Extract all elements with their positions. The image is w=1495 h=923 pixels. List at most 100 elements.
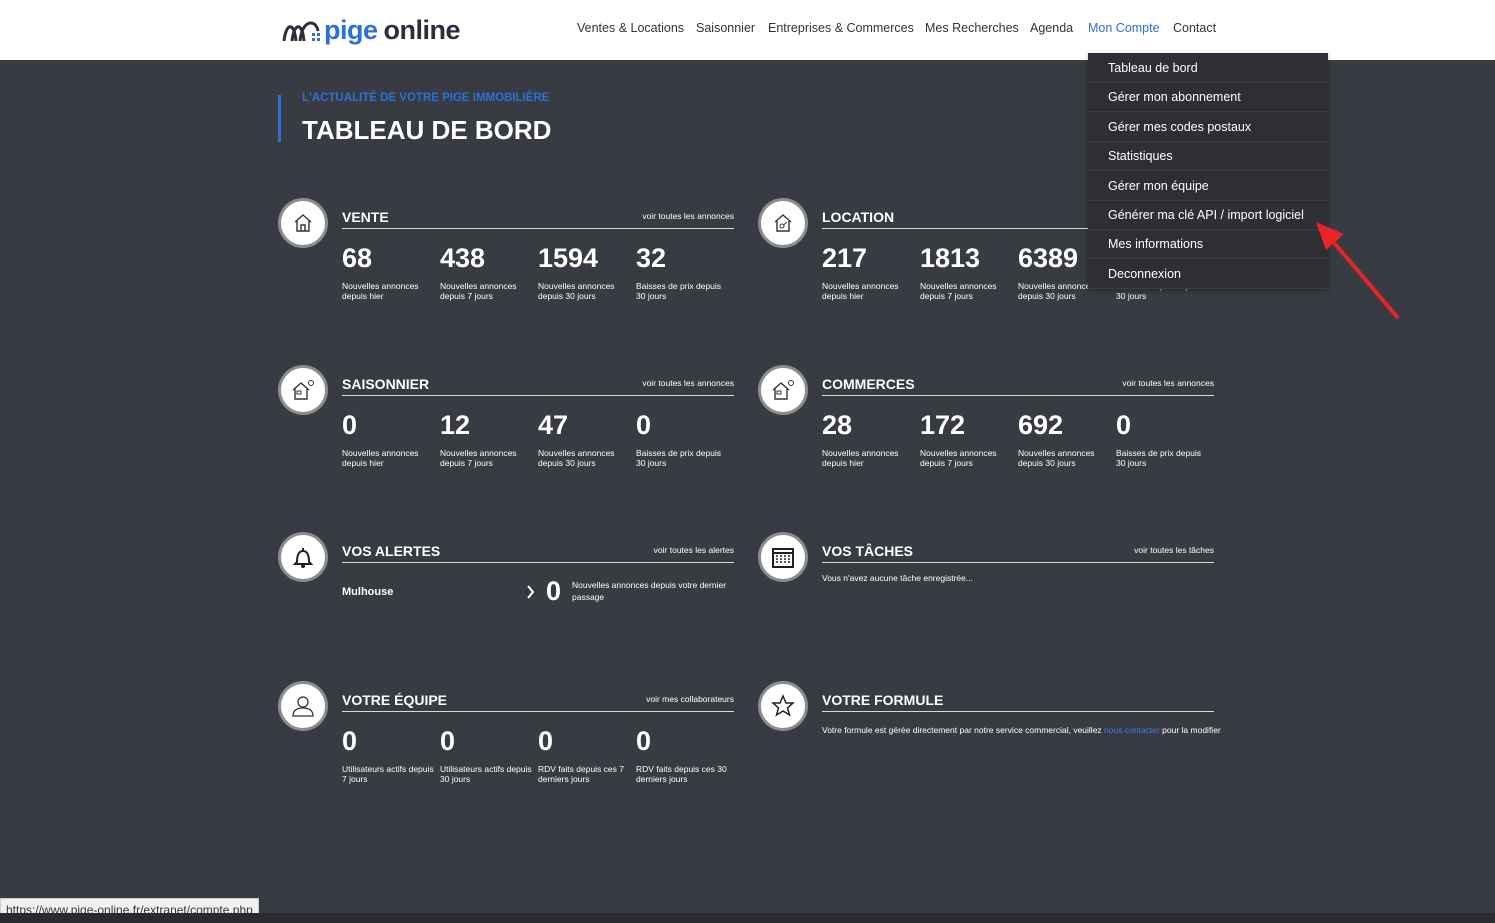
stat-label: Utilisateurs actifs depuis 30 jours xyxy=(440,764,532,784)
stat-value: 0 xyxy=(440,726,456,756)
stat-label: Nouvelles annonces depuis 30 jours xyxy=(1018,281,1095,301)
icon xyxy=(771,694,795,717)
nav-link[interactable]: Mes Recherches xyxy=(925,21,1019,35)
nav-link[interactable]: Saisonnier xyxy=(696,21,756,35)
menu-item[interactable]: Gérer mon équipe xyxy=(1088,172,1328,201)
stat-label: Nouvelles annonces depuis hier xyxy=(342,448,419,468)
stat-label: Nouvelles annonces depuis hier xyxy=(342,281,419,301)
stat-value: 32 xyxy=(636,243,667,273)
card-divider xyxy=(342,395,734,396)
stat-label: Nouvelles annonces depuis 7 jours xyxy=(440,281,517,301)
card-icon xyxy=(278,532,328,582)
stat-value: 217 xyxy=(822,243,868,273)
logo-text: pige xyxy=(324,14,378,45)
stat-label: Nouvelles annonces depuis 7 jours xyxy=(920,448,997,468)
card-icon xyxy=(758,198,808,248)
stat-value: 0 xyxy=(636,410,652,440)
dropdown-menu: Tableau de bord Gérer mon abonnement Gérer… xyxy=(1088,53,1328,289)
alert-value: 0 xyxy=(546,576,562,606)
card-divider xyxy=(822,228,1214,229)
card-icon xyxy=(758,681,808,731)
card-icon xyxy=(278,365,328,415)
stat-value: 1594 xyxy=(538,243,599,273)
alert-city[interactable]: Mulhouse xyxy=(342,586,394,598)
menu-item[interactable]: Gérer mon abonnement xyxy=(1088,83,1328,113)
kicker: L'ACTUALITÉ DE VOTRE PIGE IMMOBILIÈRE xyxy=(302,92,550,104)
menu-item[interactable]: Deconnexion xyxy=(1088,260,1328,289)
card-divider xyxy=(822,562,1214,563)
stat-value: 12 xyxy=(440,410,471,440)
card-link[interactable]: voir mes collaborateurs xyxy=(646,694,734,704)
text: pour la modifier xyxy=(1159,725,1221,735)
card-link[interactable]: voir toutes les annonces xyxy=(642,211,734,221)
stat-label: Baisses de prix depuis 30 jours xyxy=(636,448,722,468)
card-divider xyxy=(342,711,734,712)
menu-item[interactable]: Générer ma clé API / import logiciel xyxy=(1088,201,1328,230)
icon xyxy=(294,214,312,232)
card-title: SAISONNIER xyxy=(342,376,430,392)
card-title: COMMERCES xyxy=(822,376,915,392)
nav-link[interactable]: Ventes & Locations xyxy=(577,21,685,35)
card-link[interactable]: voir toutes les annonces xyxy=(1122,378,1214,388)
stat-label: Baisses de prix depuis 30 jours xyxy=(636,281,722,301)
card-title: VOTRE FORMULE xyxy=(822,692,944,708)
icon xyxy=(772,380,794,400)
nav-link[interactable]: Mon Compte xyxy=(1088,21,1160,35)
icon xyxy=(774,214,792,232)
card-link[interactable]: voir toutes les alertes xyxy=(653,545,734,555)
stat-label: Baisses de prix depuis 30 jours xyxy=(1116,448,1202,468)
stat-label: RDV faits depuis ces 30 derniers jours xyxy=(636,764,727,784)
logo[interactable]: pige online xyxy=(282,14,461,46)
card-title: VOS TÂCHES xyxy=(822,543,914,559)
text: Votre formule est gérée directement par … xyxy=(822,725,1105,735)
stat-value: 0 xyxy=(342,410,358,440)
nav-link[interactable]: Entreprises & Commerces xyxy=(768,21,914,35)
nav-link[interactable]: Contact xyxy=(1173,21,1217,35)
card-icon xyxy=(278,681,328,731)
stat-label: Utilisateurs actifs depuis 7 jours xyxy=(342,764,434,784)
card-divider xyxy=(822,395,1214,396)
menu-item[interactable]: Mes informations xyxy=(1088,230,1328,260)
stat-value: 47 xyxy=(538,410,569,440)
card-text: Votre formule est gérée directement par … xyxy=(822,719,1222,741)
page-title: TABLEAU DE BORD xyxy=(302,115,552,145)
stat-label: Nouvelles annonces depuis 30 jours xyxy=(538,448,615,468)
menu-item[interactable]: Gérer mes codes postaux xyxy=(1088,113,1328,142)
card-text: Vous n'avez aucune tâche enregistrée... xyxy=(822,573,973,583)
stat-value: 0 xyxy=(636,726,652,756)
nav-link[interactable]: Agenda xyxy=(1030,21,1074,35)
card-link[interactable]: voir toutes les tâches xyxy=(1134,545,1214,555)
stat-label: Nouvelles annonces depuis hier xyxy=(822,281,899,301)
stat-value: 438 xyxy=(440,243,486,273)
card-icon xyxy=(758,532,808,582)
stat-label: Nouvelles annonces depuis 30 jours xyxy=(1018,448,1095,468)
card-icon xyxy=(278,198,328,248)
taskbar xyxy=(0,913,1495,923)
stat-value: 1813 xyxy=(920,243,981,273)
stat-label: Nouvelles annonces depuis hier xyxy=(822,448,899,468)
card-link[interactable]: voir toutes les annonces xyxy=(642,378,734,388)
card-divider xyxy=(342,228,734,229)
menu-item[interactable]: Statistiques xyxy=(1088,142,1328,172)
stat-value: 0 xyxy=(1116,410,1132,440)
card-title: VOS ALERTES xyxy=(342,543,441,559)
card-divider xyxy=(822,711,1214,712)
card-icon xyxy=(758,365,808,415)
logo-icon xyxy=(282,21,320,42)
header: pige online Ventes & Locations Saisonnier E… xyxy=(0,0,1495,60)
icon xyxy=(292,380,314,400)
alert-label: Nouvelles annonces depuis votre dernier … xyxy=(572,580,727,602)
stat-value: 68 xyxy=(342,243,373,273)
stat-value: 28 xyxy=(822,410,853,440)
stat-label: Nouvelles annonces depuis 30 jours xyxy=(538,281,615,301)
accent-bar xyxy=(278,95,281,142)
contact-link[interactable]: nous contacter xyxy=(1104,725,1160,735)
chevron xyxy=(526,584,536,605)
stat-label: Nouvelles annonces depuis 7 jours xyxy=(440,448,517,468)
logo-text: online xyxy=(383,14,461,45)
stat-value: 0 xyxy=(342,726,358,756)
stat-label: RDV faits depuis ces 7 derniers jours xyxy=(538,764,624,784)
menu-item[interactable]: Tableau de bord xyxy=(1088,54,1328,83)
card-divider xyxy=(342,562,734,563)
card-title: VOTRE ÉQUIPE xyxy=(342,692,448,708)
